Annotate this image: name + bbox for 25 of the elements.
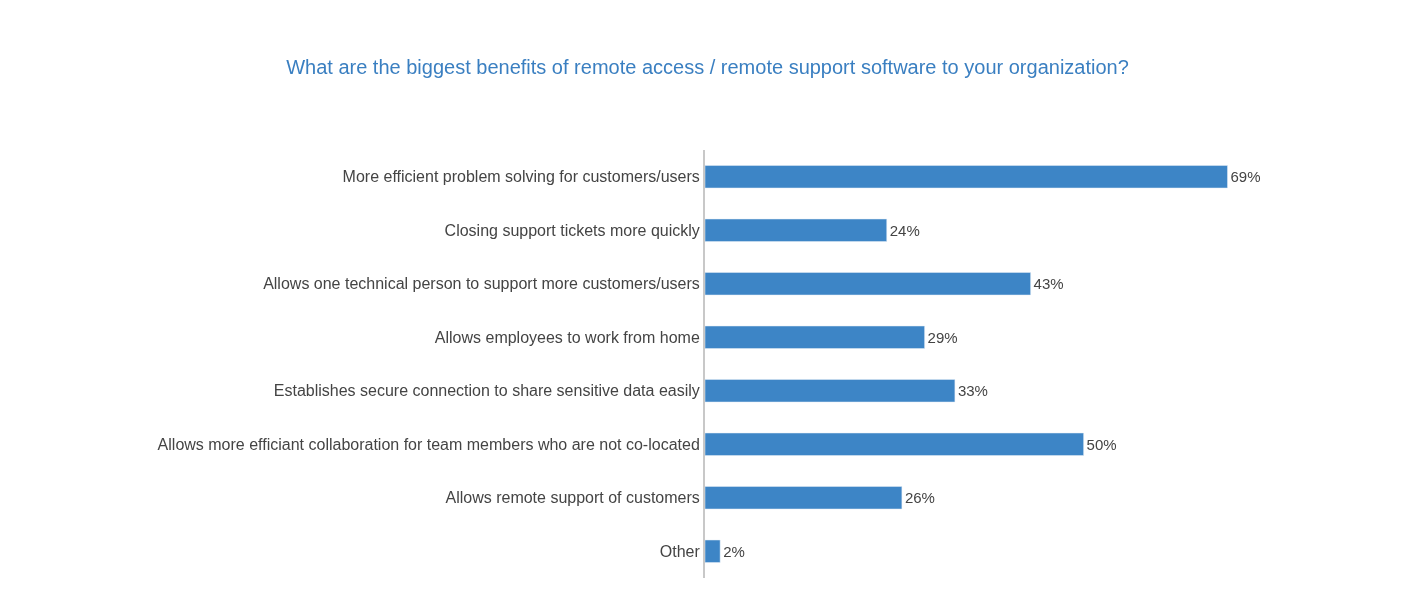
bar [705,165,1228,189]
data-label: 24% [889,221,920,239]
y-tick-label: More efficient problem solving for customers/users [342,168,700,186]
bar [705,218,887,242]
data-label: 33% [957,382,988,400]
bar [705,272,1031,296]
bar [705,325,925,349]
bar [705,486,903,510]
bar [705,539,721,563]
bar [705,379,956,403]
y-tick-label: Closing support tickets more quickly [444,221,700,239]
data-label: 2% [723,542,745,560]
chart-title: What are the biggest benefits of remote access / remote support software to your organization? [286,56,1129,78]
y-tick-label: Establishes secure connection to share sensitive data easily [273,382,700,400]
y-tick-label: Allows employees to work from home [434,328,700,346]
data-label: 50% [1086,435,1117,453]
y-tick-label: Allows one technical person to support more customers/users [263,275,700,293]
data-label: 26% [904,489,935,507]
data-label: 29% [927,328,958,346]
y-tick-label: Other [659,542,701,560]
data-label: 69% [1230,168,1261,186]
bar [705,432,1084,456]
y-tick-label: Allows remote support of customers [445,489,700,507]
y-tick-label: Allows more efficiant collaboration for team members who are not co-located [157,435,700,453]
data-label: 43% [1033,275,1064,293]
